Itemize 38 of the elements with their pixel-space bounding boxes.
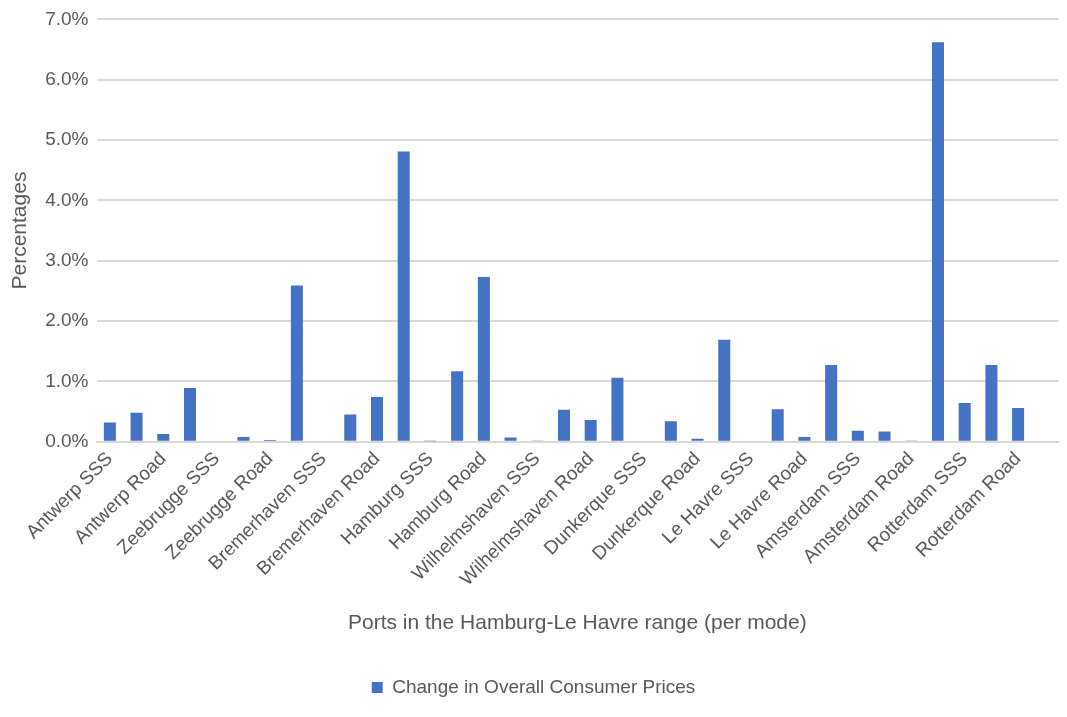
y-tick-label: 7.0% <box>45 7 89 29</box>
bar <box>878 431 891 441</box>
bar <box>237 436 250 441</box>
bar <box>290 285 303 441</box>
bar <box>718 339 731 441</box>
bar <box>183 388 197 441</box>
bar <box>103 422 116 441</box>
bar <box>664 421 677 441</box>
bar <box>157 433 170 441</box>
bar <box>611 377 624 441</box>
legend-label: Change in Overall Consumer Prices <box>392 675 696 697</box>
bar <box>397 151 410 441</box>
bar <box>584 420 597 441</box>
bar <box>370 397 384 441</box>
bar <box>557 409 570 441</box>
bar <box>504 437 517 441</box>
bar <box>477 277 490 441</box>
y-tick-label: 4.0% <box>45 188 89 210</box>
y-tick-label: 0.0% <box>45 429 89 451</box>
bar <box>771 409 784 441</box>
bar <box>985 365 998 441</box>
bar <box>958 403 971 441</box>
bar <box>851 430 864 441</box>
bar <box>130 412 143 441</box>
bar <box>931 42 944 441</box>
bar <box>451 371 464 441</box>
bar <box>825 365 838 441</box>
y-tick-label: 6.0% <box>45 67 89 89</box>
y-axis-title: Percentages <box>7 171 31 290</box>
y-tick-label: 3.0% <box>45 248 89 270</box>
y-tick-label: 1.0% <box>45 369 89 391</box>
bar <box>691 438 704 441</box>
bar <box>344 414 357 441</box>
bar <box>1012 407 1025 441</box>
y-tick-label: 2.0% <box>45 309 89 331</box>
bar <box>798 436 811 441</box>
y-tick-label: 5.0% <box>45 128 89 150</box>
x-axis-title: Ports in the Hamburg-Le Havre range (per mode) <box>347 610 807 634</box>
